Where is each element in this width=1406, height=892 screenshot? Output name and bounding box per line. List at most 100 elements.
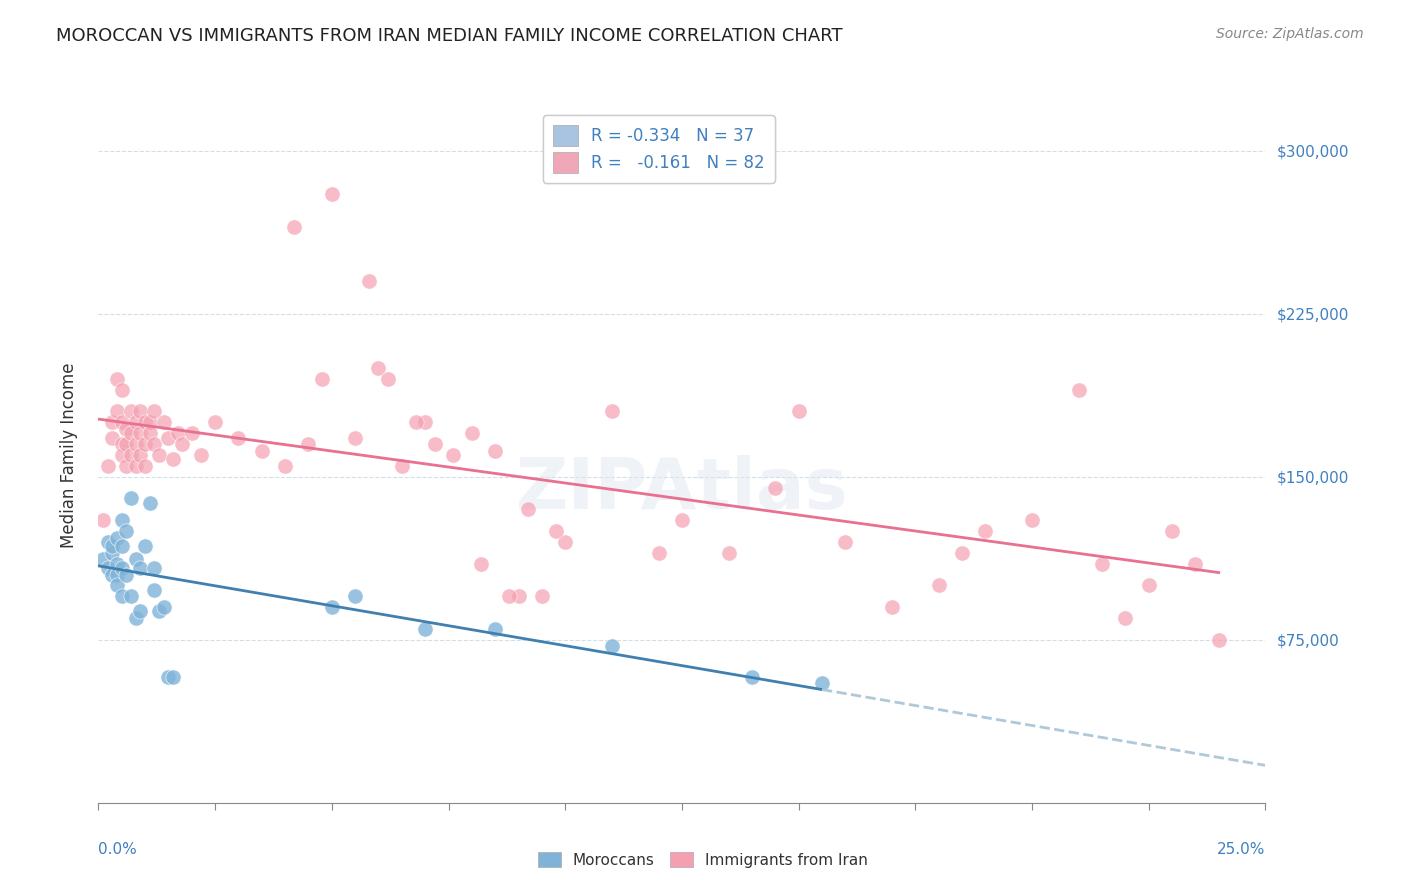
Point [111,513,134,527]
Point [97,535,120,549]
Point [250,443,273,458]
Point [111,589,134,603]
Point [484,622,506,636]
Point [97,458,120,473]
Point [1208,632,1230,647]
Point [405,415,427,429]
Point [115,458,138,473]
Point [91,513,114,527]
Point [134,539,156,553]
Point [120,426,142,441]
Point [1114,611,1136,625]
Point [950,546,973,560]
Point [125,415,148,429]
Point [498,589,520,603]
Legend: R = -0.334   N = 37, R =   -0.161   N = 82: R = -0.334 N = 37, R = -0.161 N = 82 [543,115,775,183]
Point [101,567,124,582]
Point [1137,578,1160,592]
Point [105,567,128,582]
Point [111,539,134,553]
Point [162,452,184,467]
Point [508,589,530,603]
Point [148,448,170,462]
Point [344,431,367,445]
Point [423,437,446,451]
Point [484,443,506,458]
Point [143,437,166,451]
Point [129,448,152,462]
Point [129,404,152,418]
Point [377,372,399,386]
Point [1091,557,1114,571]
Point [880,600,903,615]
Point [111,437,134,451]
Point [129,426,152,441]
Point [741,670,763,684]
Point [120,589,142,603]
Text: MOROCCAN VS IMMIGRANTS FROM IRAN MEDIAN FAMILY INCOME CORRELATION CHART: MOROCCAN VS IMMIGRANTS FROM IRAN MEDIAN … [56,27,842,45]
Point [297,437,319,451]
Point [143,582,166,597]
Point [120,448,142,462]
Point [228,431,250,445]
Point [190,448,212,462]
Point [367,361,389,376]
Point [1021,513,1043,527]
Point [1161,524,1184,538]
Point [105,404,128,418]
Point [274,458,297,473]
Point [111,415,134,429]
Point [671,513,693,527]
Point [1067,383,1090,397]
Point [441,448,464,462]
Point [91,552,114,566]
Point [115,567,138,582]
Point [120,404,142,418]
Point [461,426,484,441]
Point [105,531,128,545]
Point [134,458,156,473]
Point [172,437,194,451]
Point [129,561,152,575]
Point [413,415,436,429]
Point [413,622,436,636]
Point [134,437,156,451]
Point [105,372,128,386]
Point [157,431,180,445]
Point [600,404,623,418]
Point [974,524,997,538]
Y-axis label: Median Family Income: Median Family Income [59,362,77,548]
Point [283,219,305,234]
Point [101,539,124,553]
Point [321,187,343,202]
Point [101,415,124,429]
Point [152,415,174,429]
Point [530,589,553,603]
Point [101,546,124,560]
Point [717,546,740,560]
Point [111,383,134,397]
Point [125,458,148,473]
Point [600,639,623,653]
Point [554,535,576,549]
Point [811,676,834,690]
Point [162,670,184,684]
Text: 0.0%: 0.0% [98,842,138,856]
Point [134,415,156,429]
Point [139,415,162,429]
Point [97,561,120,575]
Point [391,458,413,473]
Text: ZIPAtlas: ZIPAtlas [516,455,848,524]
Point [143,561,166,575]
Point [105,557,128,571]
Text: Source: ZipAtlas.com: Source: ZipAtlas.com [1216,27,1364,41]
Point [544,524,567,538]
Point [115,524,138,538]
Legend: Moroccans, Immigrants from Iran: Moroccans, Immigrants from Iran [530,844,876,875]
Point [470,557,492,571]
Point [148,605,170,619]
Point [516,502,538,516]
Point [105,578,128,592]
Point [763,481,786,495]
Point [125,611,148,625]
